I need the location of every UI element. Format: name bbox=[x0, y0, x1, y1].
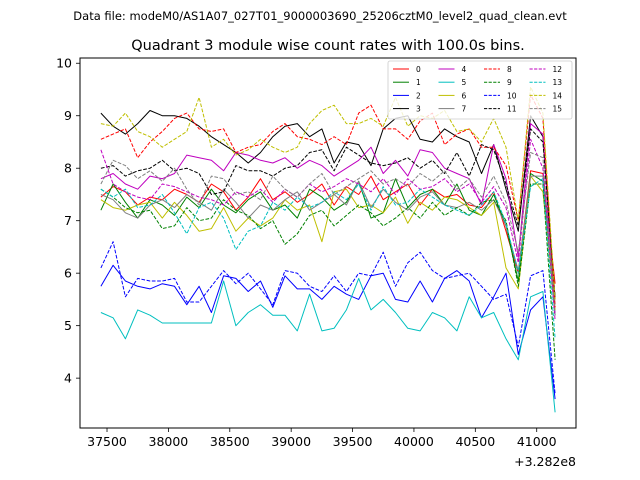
axis-ticks: 37500 38000 38500 39000 39500 40000 40500 41000… bbox=[56, 56, 557, 449]
series-line-8 bbox=[100, 94, 556, 308]
series-line-9 bbox=[100, 183, 556, 360]
y-tick-label: 6 bbox=[64, 266, 72, 281]
series-line-7 bbox=[100, 175, 556, 305]
legend-label-12: 12 bbox=[553, 65, 563, 74]
series-line-14 bbox=[100, 86, 556, 300]
plot-area bbox=[100, 86, 556, 413]
legend-label-11: 11 bbox=[507, 105, 517, 114]
series-line-10 bbox=[100, 241, 556, 394]
legend-label-5: 5 bbox=[462, 78, 467, 87]
legend-label-8: 8 bbox=[507, 65, 512, 74]
x-tick-label: 41000 bbox=[517, 434, 557, 449]
series-line-3 bbox=[100, 110, 556, 300]
x-tick-label: 40500 bbox=[455, 434, 495, 449]
x-tick-label: 39500 bbox=[333, 434, 373, 449]
series-line-5 bbox=[100, 277, 556, 413]
y-tick-label: 9 bbox=[64, 108, 72, 123]
chart-suptitle: Data file: modeM0/AS1A07_027T01_90000036… bbox=[73, 9, 567, 23]
y-tick-label: 8 bbox=[64, 161, 72, 176]
y-tick-label: 7 bbox=[64, 213, 72, 228]
x-tick-label: 38000 bbox=[149, 434, 189, 449]
series-lines bbox=[100, 86, 556, 413]
legend-label-2: 2 bbox=[416, 91, 421, 100]
series-line-12 bbox=[100, 138, 556, 321]
series-line-11 bbox=[100, 128, 556, 297]
series-line-2 bbox=[100, 264, 556, 400]
legend-label-10: 10 bbox=[507, 91, 517, 100]
y-tick-label: 5 bbox=[64, 318, 72, 333]
y-tick-label: 4 bbox=[64, 371, 72, 386]
x-tick-label: 37500 bbox=[87, 434, 127, 449]
axes-frame bbox=[79, 57, 577, 429]
legend-label-1: 1 bbox=[416, 78, 421, 87]
x-offset-label: +3.282e8 bbox=[514, 454, 576, 469]
x-tick-label: 40000 bbox=[394, 434, 434, 449]
legend-box bbox=[387, 60, 573, 120]
x-tick-label: 38500 bbox=[210, 434, 250, 449]
series-line-15 bbox=[100, 152, 556, 316]
legend-label-9: 9 bbox=[507, 78, 512, 87]
series-line-13 bbox=[100, 178, 556, 339]
legend-label-4: 4 bbox=[462, 65, 467, 74]
legend-label-6: 6 bbox=[462, 91, 467, 100]
legend-label-0: 0 bbox=[416, 65, 421, 74]
legend-label-13: 13 bbox=[553, 78, 563, 87]
chart-title: Quadrant 3 module wise count rates with … bbox=[131, 38, 525, 54]
legend-label-14: 14 bbox=[553, 91, 563, 100]
x-tick-label: 39000 bbox=[271, 434, 311, 449]
y-tick-label: 10 bbox=[56, 56, 72, 71]
series-line-6 bbox=[100, 175, 556, 310]
legend-label-7: 7 bbox=[462, 105, 467, 114]
legend-label-15: 15 bbox=[553, 105, 563, 114]
legend-label-3: 3 bbox=[416, 105, 421, 114]
